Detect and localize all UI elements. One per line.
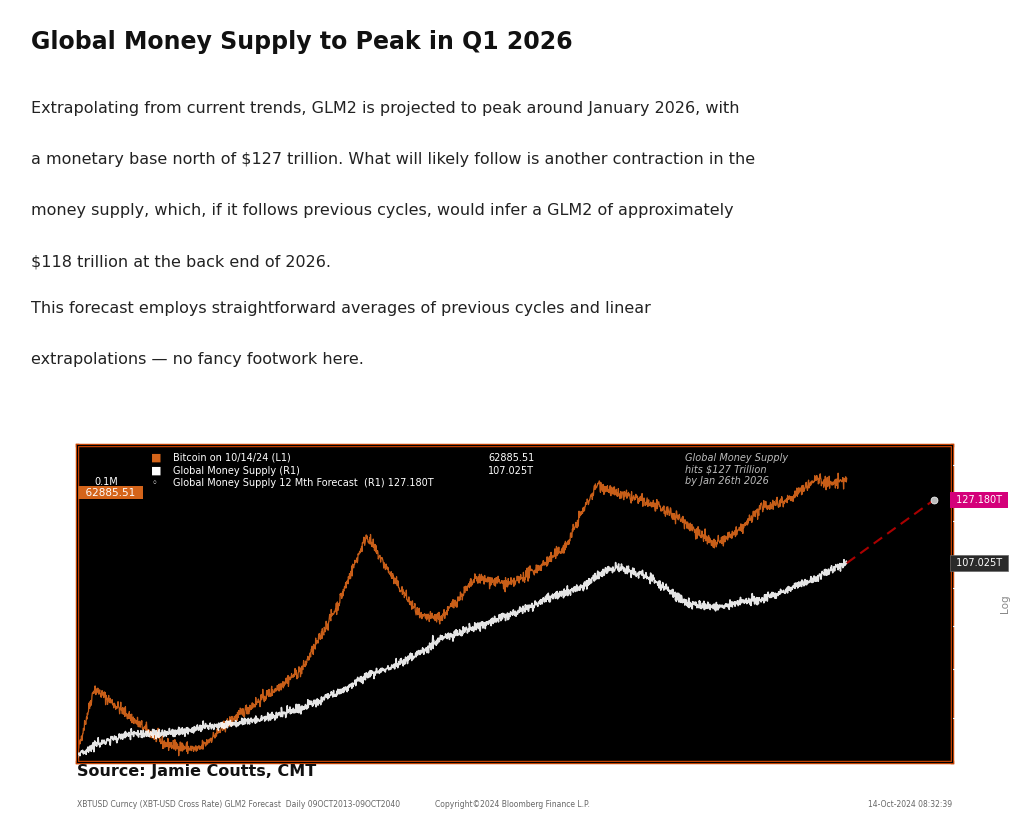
Text: Global Money Supply 12 Mth Forecast  (R1) 127.180T: Global Money Supply 12 Mth Forecast (R1)… bbox=[173, 478, 434, 489]
Text: $118 trillion at the back end of 2026.: $118 trillion at the back end of 2026. bbox=[31, 255, 331, 269]
Text: Extrapolating from current trends, GLM2 is projected to peak around January 2026: Extrapolating from current trends, GLM2 … bbox=[31, 101, 739, 116]
Text: 107.025T: 107.025T bbox=[488, 466, 535, 475]
Text: ■: ■ bbox=[152, 453, 162, 463]
Text: ■: ■ bbox=[152, 466, 162, 475]
Text: Log: Log bbox=[999, 594, 1010, 613]
Text: 62885.51: 62885.51 bbox=[488, 453, 535, 463]
Text: Source: Jamie Coutts, CMT: Source: Jamie Coutts, CMT bbox=[77, 764, 316, 779]
Text: XBTUSD Curncy (XBT-USD Cross Rate) GLM2 Forecast  Daily 09OCT2013-09OCT2040: XBTUSD Curncy (XBT-USD Cross Rate) GLM2 … bbox=[77, 800, 400, 809]
Text: Global Money Supply (R1): Global Money Supply (R1) bbox=[173, 466, 300, 475]
Text: extrapolations — no fancy footwork here.: extrapolations — no fancy footwork here. bbox=[31, 353, 364, 368]
Text: Copyright©2024 Bloomberg Finance L.P.: Copyright©2024 Bloomberg Finance L.P. bbox=[434, 800, 590, 809]
Text: Log: Log bbox=[28, 594, 38, 613]
Text: 107.025T: 107.025T bbox=[953, 558, 1006, 569]
Text: money supply, which, if it follows previous cycles, would infer a GLM2 of approx: money supply, which, if it follows previ… bbox=[31, 204, 733, 218]
Text: 0.1M: 0.1M bbox=[94, 476, 118, 487]
Text: 127.180T: 127.180T bbox=[953, 495, 1006, 505]
Text: Global Money Supply to Peak in Q1 2026: Global Money Supply to Peak in Q1 2026 bbox=[31, 30, 572, 54]
Text: ◦: ◦ bbox=[152, 478, 157, 489]
Text: 14-Oct-2024 08:32:39: 14-Oct-2024 08:32:39 bbox=[868, 800, 952, 809]
Text: a monetary base north of $127 trillion. What will likely follow is another contr: a monetary base north of $127 trillion. … bbox=[31, 152, 755, 167]
Text: 62885.51: 62885.51 bbox=[79, 488, 141, 498]
Text: Bitcoin on 10/14/24 (L1): Bitcoin on 10/14/24 (L1) bbox=[173, 453, 291, 463]
Text: Global Money Supply
hits $127 Trillion
by Jan 26th 2026: Global Money Supply hits $127 Trillion b… bbox=[685, 453, 788, 486]
Text: This forecast employs straightforward averages of previous cycles and linear: This forecast employs straightforward av… bbox=[31, 302, 650, 316]
